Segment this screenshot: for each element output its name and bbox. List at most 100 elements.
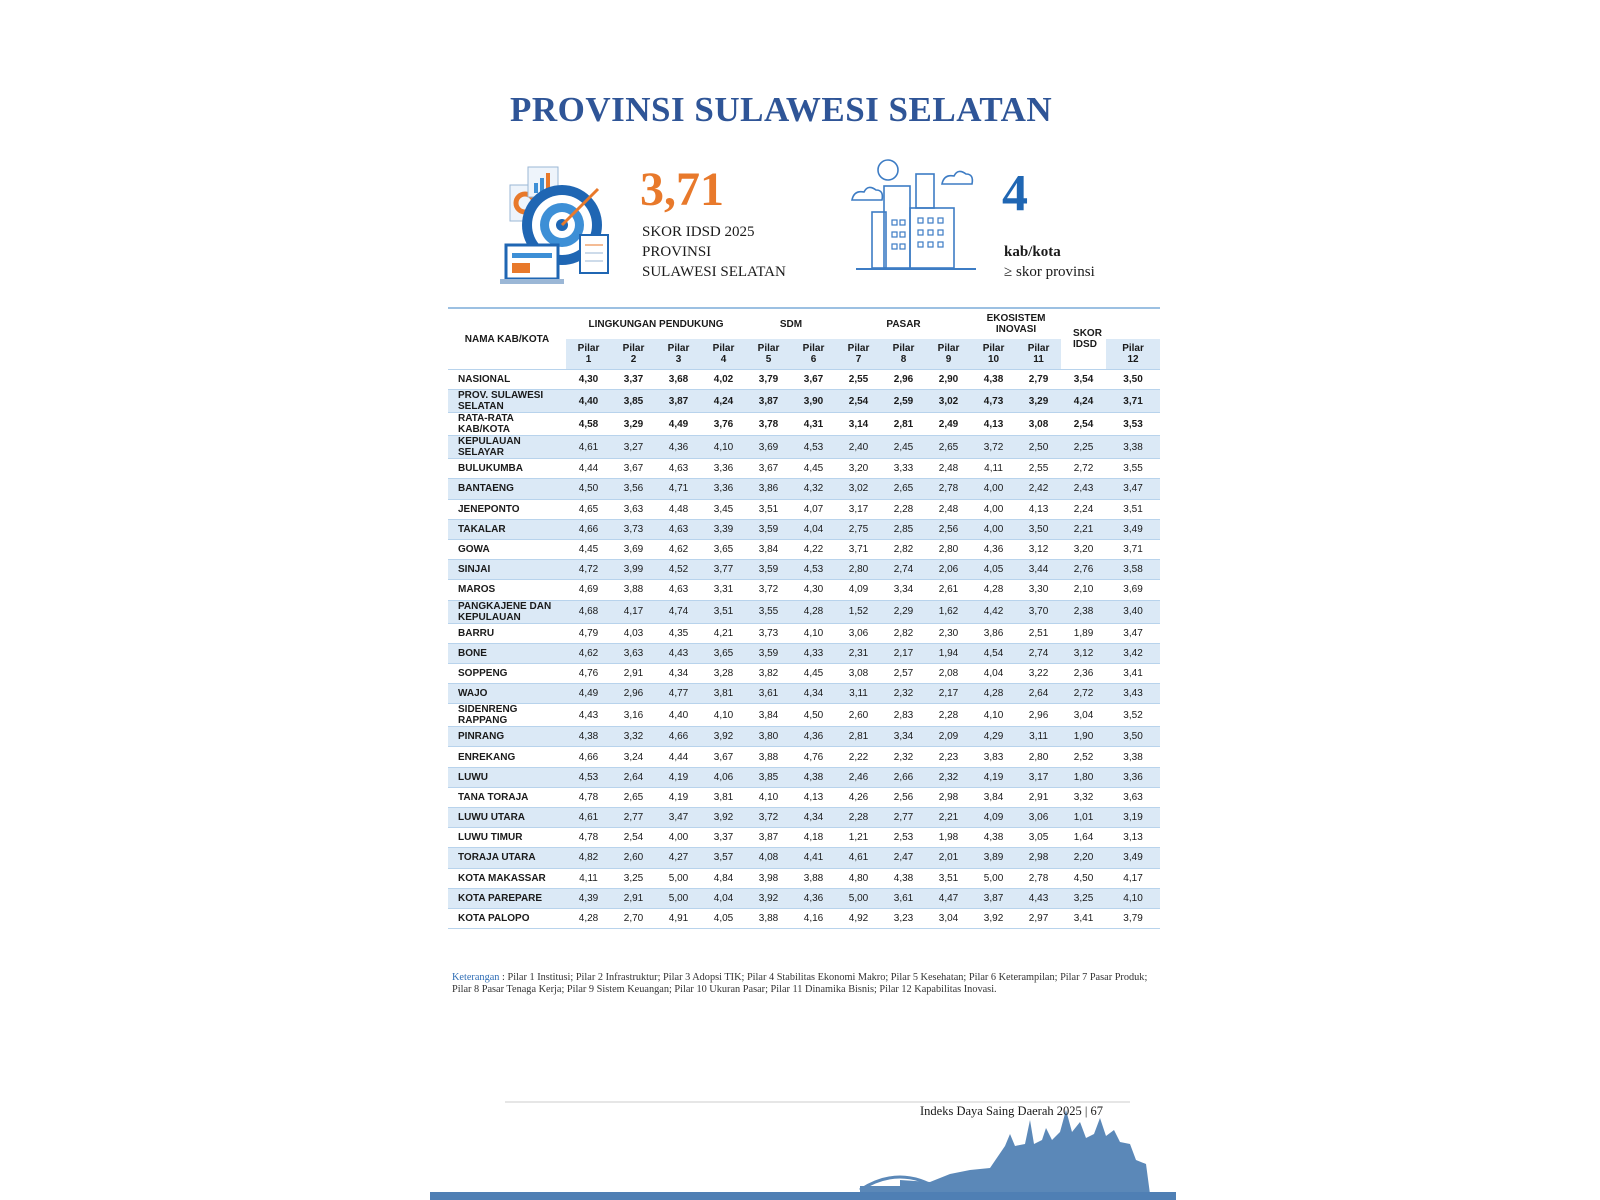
idsd-score: 3,49	[1106, 847, 1161, 869]
pillar-score: 3,87	[746, 827, 791, 849]
pillar-score: 3,57	[701, 847, 746, 869]
pillar-score: 4,44	[656, 746, 701, 768]
pillar-score: 3,92	[971, 908, 1017, 930]
pillar-score: 3,45	[701, 499, 746, 520]
idsd-score: 3,71	[1106, 389, 1161, 414]
pillar-score: 2,50	[1016, 435, 1062, 460]
pillar-score: 3,54	[1061, 368, 1107, 391]
pillar-score: 2,96	[611, 683, 656, 705]
pillar-score: 3,22	[1016, 663, 1062, 685]
pillar-score: 2,40	[836, 435, 882, 460]
pillar-score: 2,43	[1061, 478, 1107, 500]
idsd-score: 3,50	[1106, 726, 1161, 748]
footer-graphic	[430, 1101, 1176, 1200]
pillar-score: 2,81	[881, 412, 927, 437]
pillar-score: 3,34	[881, 579, 927, 601]
pillar-score: 2,24	[1061, 499, 1107, 520]
pillar-score: 4,66	[566, 746, 611, 768]
pillar-score: 4,30	[791, 579, 837, 601]
pillar-score: 3,61	[881, 888, 927, 909]
pillar-score: 3,29	[611, 412, 656, 437]
pillar-score: 4,65	[566, 499, 611, 520]
table-row: KOTA PALOPO 4,28 2,70 4,91 4,05 3,88 4,16 4,92 3…	[448, 908, 1161, 930]
pillar-score: 4,24	[1061, 389, 1107, 414]
pillar-score: 2,72	[1061, 683, 1107, 705]
note-label: Keterangan	[452, 972, 500, 983]
pillar-score: 2,28	[836, 807, 882, 829]
pillar-score: 4,72	[566, 559, 611, 581]
pillar-score: 3,70	[1016, 600, 1062, 624]
idsd-score: 3,47	[1106, 623, 1161, 644]
pillar-score: 2,51	[1016, 623, 1062, 644]
idsd-score: 3,19	[1106, 807, 1161, 829]
idsd-score: 3,52	[1106, 703, 1161, 728]
table-header: NAMA KAB/KOTA LINGKUNGAN PENDUKUNG SDM PASA…	[448, 308, 1161, 370]
pillar-score: 2,23	[926, 746, 972, 768]
pillar-score: 4,16	[791, 908, 837, 930]
table-row: RATA-RATA KAB/KOTA 4,58 3,29 4,49 3,76 3,78 4,…	[448, 412, 1161, 437]
region-name: TANA TORAJA	[448, 787, 566, 809]
pillar-score: 3,71	[836, 539, 882, 561]
pillar-score: 2,77	[611, 807, 656, 829]
table-row: LUWU TIMUR 4,78 2,54 4,00 3,37 3,87 4,18 1,21 2,…	[448, 827, 1161, 849]
pillar-score: 3,02	[836, 478, 882, 500]
pillar-score: 2,81	[836, 726, 882, 748]
pillar-score: 2,64	[611, 767, 656, 788]
pillar-score: 4,50	[566, 478, 611, 500]
table-row: ENREKANG 4,66 3,24 4,44 3,67 3,88 4,76 2,22 2,32…	[448, 746, 1161, 768]
pillar-score: 4,08	[746, 847, 791, 869]
pillar-score: 3,63	[611, 643, 656, 664]
pillar-score: 3,86	[746, 478, 791, 500]
pillar-score: 3,36	[701, 458, 746, 480]
pillar-score: 4,26	[836, 787, 882, 809]
pillar-score: 4,22	[791, 539, 837, 561]
pillar-header: Pilar 8	[881, 339, 927, 370]
pillar-score: 2,91	[611, 888, 656, 909]
region-name: PANGKAJENE DAN KEPULAUAN	[448, 600, 566, 624]
pillar-score: 2,52	[1061, 746, 1107, 768]
pillar-score: 3,73	[611, 519, 656, 540]
idsd-score: 3,53	[1106, 412, 1161, 437]
pillar-score: 1,52	[836, 600, 882, 624]
pillar-score: 4,43	[656, 643, 701, 664]
pillar-score: 3,88	[791, 868, 837, 889]
pillar-score: 2,49	[926, 412, 972, 437]
pillar-score: 4,00	[971, 478, 1017, 500]
pillar-score: 4,10	[701, 703, 746, 728]
pillar-score: 1,62	[926, 600, 972, 624]
pillar-score: 2,82	[881, 539, 927, 561]
score-caption: SKOR IDSD 2025 PROVINSI SULAWESI SELATAN	[642, 222, 786, 282]
pillar-score: 3,81	[701, 787, 746, 809]
pillar-score: 2,59	[881, 389, 927, 414]
table-row: KEPULAUAN SELAYAR 4,61 3,27 4,36 4,10 3,69 4,5…	[448, 435, 1161, 460]
pillar-score: 2,53	[881, 827, 927, 849]
idsd-score: 3,79	[1106, 908, 1161, 930]
idsd-score: 3,38	[1106, 435, 1161, 460]
pillar-score: 4,76	[566, 663, 611, 685]
table-row: LUWU 4,53 2,64 4,19 4,06 3,85 4,38 2,46 2,66 2,32…	[448, 767, 1161, 788]
pillar-score: 4,10	[701, 435, 746, 460]
pillar-score: 4,29	[971, 726, 1017, 748]
pillar-score: 4,79	[566, 623, 611, 644]
pillar-score: 3,41	[1061, 908, 1107, 930]
pillar-score: 4,38	[791, 767, 837, 788]
pillar-score: 3,92	[746, 888, 791, 909]
pillar-score: 3,81	[701, 683, 746, 705]
pillar-score: 4,53	[566, 767, 611, 788]
pillar-score: 2,29	[881, 600, 927, 624]
pillar-score: 2,74	[1016, 643, 1062, 664]
pillar-score: 2,65	[611, 787, 656, 809]
idsd-score: 3,47	[1106, 478, 1161, 500]
pillar-score: 2,32	[926, 767, 972, 788]
pillar-score: 4,09	[836, 579, 882, 601]
pillar-score: 2,30	[926, 623, 972, 644]
pillar-score: 3,33	[881, 458, 927, 480]
pillar-score: 2,01	[926, 847, 972, 869]
pillar-score: 3,08	[836, 663, 882, 685]
pillar-score: 4,82	[566, 847, 611, 869]
pillar-score: 3,87	[746, 389, 791, 414]
pillar-score: 3,90	[791, 389, 837, 414]
table-row: WAJO 4,49 2,96 4,77 3,81 3,61 4,34 3,11 2,32 2,17…	[448, 683, 1161, 705]
pillar-score: 3,11	[836, 683, 882, 705]
pillar-score: 2,78	[926, 478, 972, 500]
